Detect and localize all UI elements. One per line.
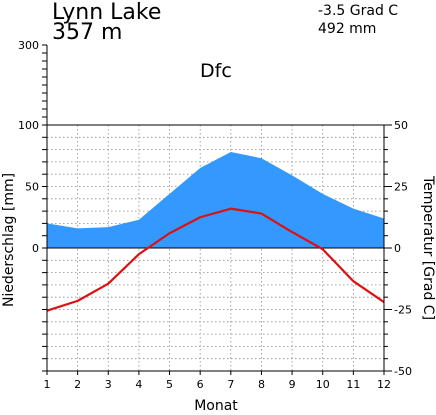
- left-tick-label: 0: [32, 242, 39, 255]
- x-tick-label: 8: [258, 378, 265, 391]
- precipitation-area: [47, 152, 384, 248]
- temperature-line: [46, 207, 385, 312]
- mean-temperature: -3.5 Grad C: [318, 3, 399, 19]
- right-tick-label: 0: [394, 242, 401, 255]
- x-tick-label: 7: [227, 378, 234, 391]
- x-tick-label: 11: [346, 378, 360, 391]
- x-tick-label: 3: [105, 378, 112, 391]
- left-tick-label: 50: [25, 181, 39, 194]
- x-tick-label: 12: [377, 378, 391, 391]
- x-tick-label: 5: [166, 378, 173, 391]
- station-elevation: 357 m: [52, 20, 123, 45]
- station-name: Lynn Lake: [52, 0, 162, 25]
- right-tick-label: 50: [394, 119, 408, 132]
- x-tick-label: 2: [74, 378, 81, 391]
- ticks: [42, 44, 392, 375]
- x-tick-label: 1: [44, 378, 51, 391]
- x-axis-label: Monat: [194, 398, 238, 414]
- right-tick-label: -25: [394, 304, 412, 317]
- x-tick-label: 9: [289, 378, 296, 391]
- right-tick-label: 25: [394, 181, 408, 194]
- annual-precipitation: 492 mm: [318, 21, 377, 37]
- climate-classification: Dfc: [200, 60, 232, 82]
- x-tick-label: 4: [135, 378, 142, 391]
- right-tick-label: -50: [394, 365, 412, 378]
- x-tick-label: 10: [316, 378, 330, 391]
- left-tick-label: 300: [18, 39, 39, 52]
- x-tick-label: 6: [197, 378, 204, 391]
- left-tick-label: 100: [18, 119, 39, 132]
- y-axis-label-right: Temperatur [Grad C]: [420, 175, 436, 320]
- y-axis-label-left: Niederschlag [mm]: [1, 173, 17, 307]
